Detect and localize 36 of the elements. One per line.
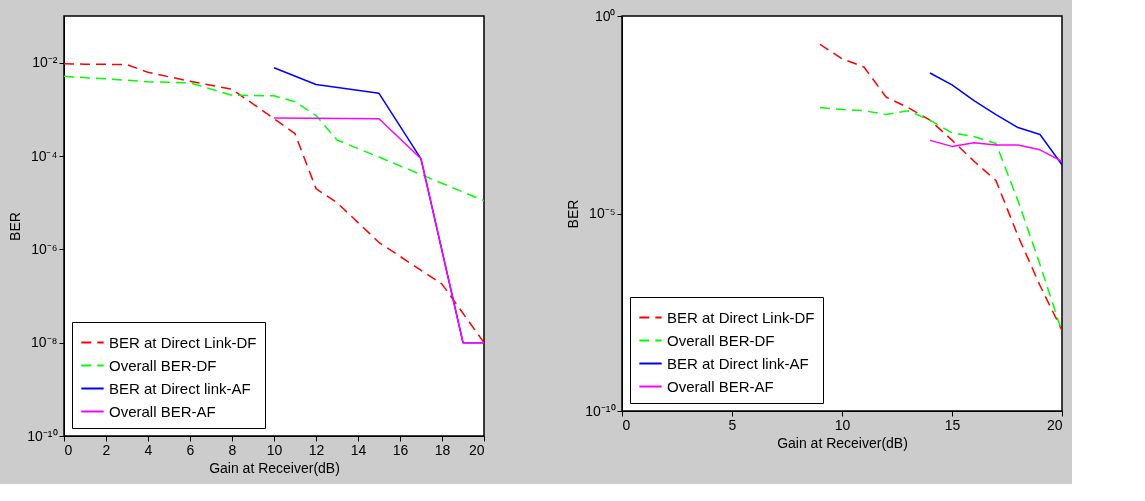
legend-label: Overall BER-AF <box>109 402 216 420</box>
y-axis-title: BER <box>565 199 582 229</box>
y-axis-title: BER <box>7 212 24 241</box>
y-tick-label: 10⁻⁵ <box>589 205 616 221</box>
legend-label: BER at Direct Link-DF <box>667 308 815 326</box>
y-tick-label: 10⁰ <box>594 7 616 24</box>
legend-label: Overall BER-DF <box>667 331 775 349</box>
y-tick-label: 10⁻¹⁰ <box>585 402 616 419</box>
x-tick-label: 12 <box>308 441 325 458</box>
x-tick-label: 6 <box>186 441 195 458</box>
x-tick-label: 20 <box>1046 416 1063 433</box>
y-tick-label: 10⁻⁴ <box>30 147 58 164</box>
x-tick-label: 4 <box>144 441 153 458</box>
x-tick-label: 14 <box>350 441 367 458</box>
x-tick-label: 2 <box>102 441 111 458</box>
x-tick-label: 18 <box>434 441 451 458</box>
x-tick-label: 16 <box>392 441 409 458</box>
y-tick-label: 10⁻⁶ <box>31 240 58 257</box>
x-tick-label: 10 <box>834 416 851 433</box>
legend-label: BER at Direct link-AF <box>667 354 809 372</box>
y-tick-label: 10⁻⁸ <box>31 334 58 351</box>
x-tick-label: 8 <box>228 441 237 458</box>
legend-label: Overall BER-AF <box>667 377 774 395</box>
x-tick-label: 15 <box>944 416 961 433</box>
x-tick-label: 0 <box>64 441 73 458</box>
x-axis-title: Gain at Receiver(dB) <box>777 434 908 451</box>
x-tick-label: 20 <box>468 441 485 458</box>
y-tick-label: 10⁻¹⁰ <box>27 427 58 444</box>
legend-label: BER at Direct Link-DF <box>109 333 257 351</box>
x-tick-label: 10 <box>266 441 283 458</box>
x-tick-label: 0 <box>622 416 631 433</box>
legend-label: Overall BER-DF <box>109 356 217 374</box>
legend-label: BER at Direct link-AF <box>109 379 251 397</box>
x-tick-label: 5 <box>728 416 737 433</box>
y-tick-label: 10⁻² <box>32 54 58 71</box>
x-axis-title: Gain at Receiver(dB) <box>209 459 340 476</box>
